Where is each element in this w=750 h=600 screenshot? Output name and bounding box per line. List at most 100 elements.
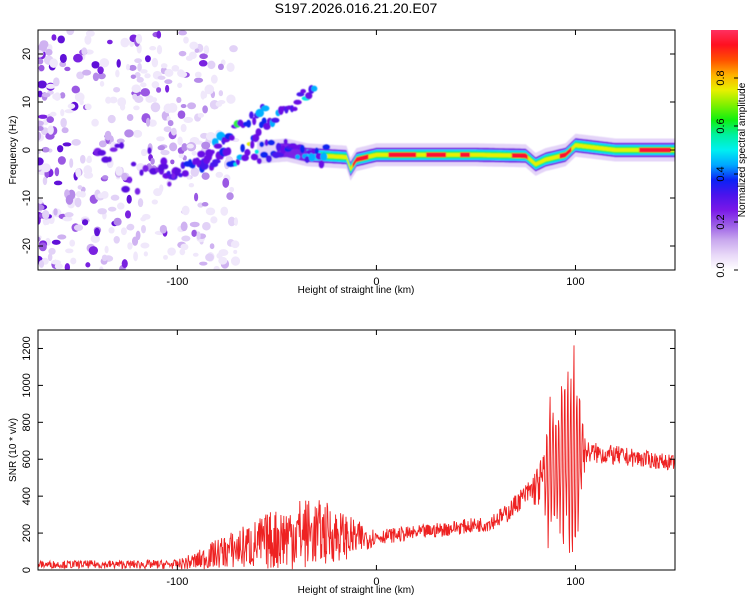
spectrogram-noise-blob <box>159 224 167 234</box>
spectrogram-noise-blob <box>230 240 240 249</box>
spectrogram-noise-blob <box>65 248 74 254</box>
spectrogram-noise-blob <box>97 208 107 215</box>
track-hot-segment <box>460 152 470 158</box>
spectrogram-noise-blob <box>226 94 236 104</box>
spectrogram-noise-blob <box>145 117 151 127</box>
spectrogram-noise-blob <box>179 248 186 256</box>
spectrogram-noise-blob <box>86 155 92 163</box>
spectrogram-noise-blob <box>90 234 100 243</box>
track-blob <box>304 156 310 164</box>
spectrogram-noise-blob <box>178 71 188 78</box>
spectrogram-noise-blob <box>101 175 109 180</box>
spectrogram-noise-blob <box>132 129 143 138</box>
branch-blob <box>311 85 318 92</box>
track-blob <box>259 141 265 148</box>
spectrogram-noise-blob <box>85 262 91 268</box>
spectrogram-noise-blob <box>137 198 144 208</box>
track-blob <box>181 170 189 177</box>
spectrogram-noise-blob <box>38 131 42 141</box>
spectrogram-noise-blob <box>97 66 104 75</box>
spectrogram-noise-blob <box>141 224 146 234</box>
spectrogram-noise-blob <box>84 35 92 45</box>
spectrogram-noise-blob <box>126 223 135 231</box>
spectrogram-noise-blob <box>209 243 215 250</box>
track-blob <box>250 140 255 149</box>
track-blob <box>320 152 328 161</box>
spectrogram-noise-blob <box>38 80 47 89</box>
track-blob <box>240 143 245 153</box>
y-tick-label: 1200 <box>21 336 33 360</box>
spectrogram-noise-blob <box>144 55 151 63</box>
spectrogram-noise-blob <box>75 191 83 198</box>
spectrogram-noise-blob <box>159 184 164 193</box>
colorbar-label: Normalized spectral amplitude <box>737 82 748 217</box>
track-hot-segment <box>559 146 572 159</box>
spectrogram-noise-blob <box>213 265 220 270</box>
spectrogram-noise-blob <box>193 77 204 83</box>
spectrogram-noise-blob <box>113 235 120 244</box>
spectrogram-noise-blob <box>48 247 56 255</box>
spectrogram-noise-blob <box>186 143 194 149</box>
spectrogram-noise-blob <box>38 204 45 211</box>
spectrogram-noise-blob <box>136 76 144 83</box>
branch-blob <box>263 122 271 130</box>
track-blob <box>318 160 325 169</box>
spectrogram-noise-blob <box>167 120 174 127</box>
spectrogram-noise-blob <box>226 192 234 201</box>
spectrogram-noise-blob <box>210 216 218 224</box>
spectrogram-noise-blob <box>191 150 197 156</box>
spectrogram-noise-blob <box>64 109 75 114</box>
spectrogram-noise-blob <box>151 57 159 68</box>
spectrogram-noise-blob <box>53 208 58 216</box>
spectrogram-noise-blob <box>54 167 60 177</box>
spectrogram-noise-blob <box>73 53 83 63</box>
track-blob <box>162 163 169 170</box>
spectrogram-noise-blob <box>70 257 77 265</box>
branch-blob <box>252 133 260 143</box>
spectrogram-noise-blob <box>73 224 84 231</box>
spectrogram-noise-blob <box>197 113 205 118</box>
spectrogram-noise-blob <box>113 217 122 226</box>
spectrogram-noise-blob <box>226 62 235 73</box>
track-green-band <box>320 141 675 173</box>
spectrogram-noise-blob <box>149 46 157 51</box>
spectrogram-noise-blob <box>83 171 94 179</box>
spectrogram-noise-blob <box>215 171 224 178</box>
track-blob <box>107 156 112 162</box>
spectrogram-noise-blob <box>205 253 214 262</box>
track-hot-segment <box>352 154 369 169</box>
spectrogram-track-layer <box>93 85 675 195</box>
spectrogram-noise-blob <box>38 90 43 98</box>
spectrogram-noise-blob <box>143 251 148 257</box>
spectrogram-noise-blob <box>233 249 238 254</box>
y-tick-label: 0 <box>21 147 33 153</box>
track-blob <box>160 157 168 166</box>
spectrogram-noise-blob <box>134 71 141 79</box>
colorbar-tick-label: 0.0 <box>715 262 727 277</box>
spectrogram-noise-blob <box>229 186 235 193</box>
spectrogram-noise-blob <box>42 92 51 98</box>
spectrogram-noise-blob <box>38 64 45 72</box>
spectrogram-noise-blob <box>210 74 218 84</box>
spectrogram-noise-blob <box>115 166 123 176</box>
track-blob <box>212 159 221 164</box>
spectrogram-noise-blob <box>115 69 120 78</box>
spectrogram-noise-blob <box>77 185 83 190</box>
spectrogram-noise-blob <box>117 97 127 107</box>
track-blob <box>167 181 172 187</box>
spectrogram-noise-blob <box>41 146 50 153</box>
spectrogram-noise-blob <box>121 172 128 181</box>
spectrogram-noise-blob <box>178 50 187 57</box>
snr-series-line <box>38 345 675 570</box>
spectrogram-noise-blob <box>233 217 238 226</box>
spectrogram-noise-blob <box>107 114 116 124</box>
y-tick-label: 10 <box>21 96 33 108</box>
spectrogram-noise-blob <box>53 180 63 186</box>
track-blob <box>254 149 260 155</box>
colorbar-tick-label: 0.2 <box>715 214 727 229</box>
spectrogram-noise-blob <box>38 242 47 252</box>
track-blob <box>139 169 144 176</box>
track-blob <box>244 149 251 157</box>
branch-blob <box>255 128 262 137</box>
spectrogram-noise-blob <box>218 256 228 265</box>
